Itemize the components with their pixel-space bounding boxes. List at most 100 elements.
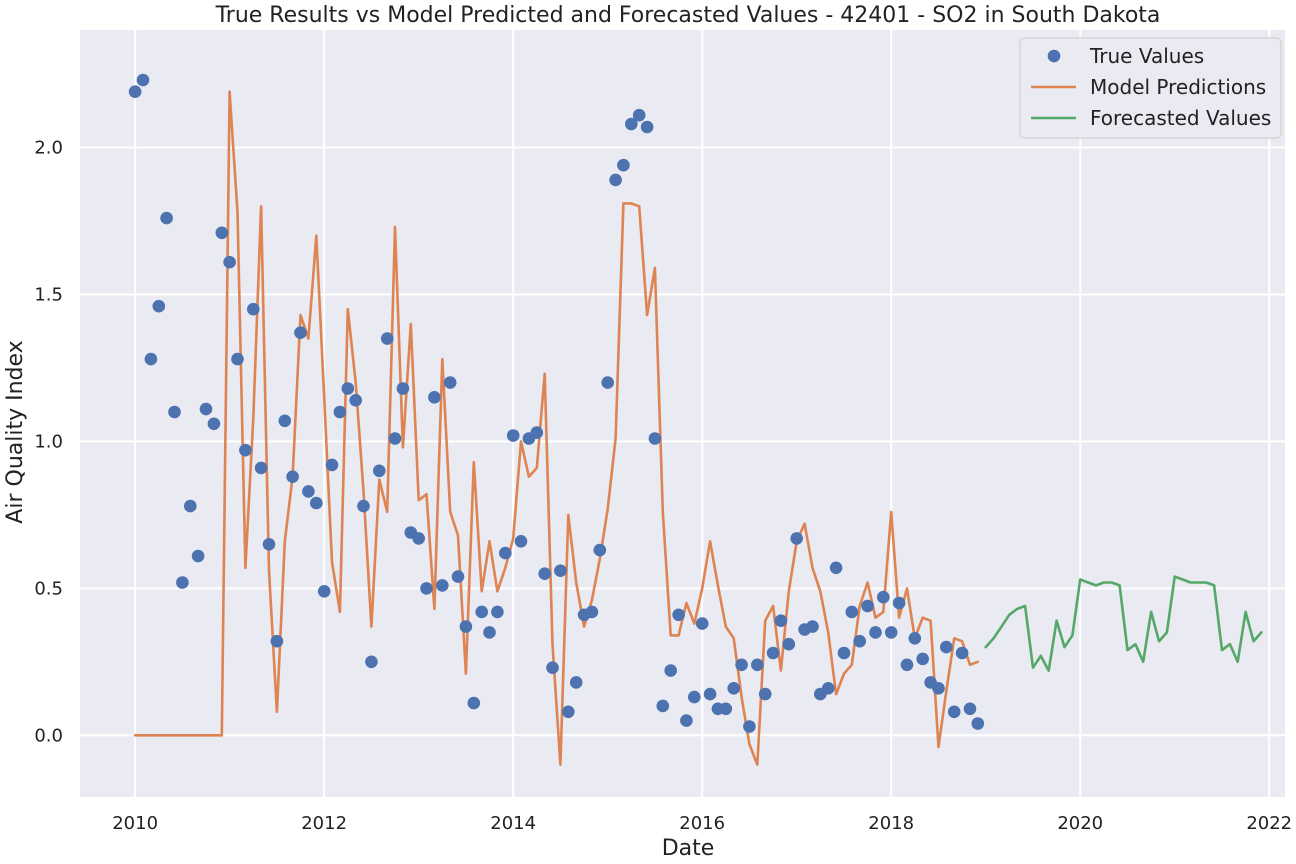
true-value-point [884,626,898,639]
true-value-point [262,538,276,551]
true-value-point [656,699,670,713]
plot-background [80,30,1285,797]
legend-label: Model Predictions [1090,75,1266,99]
true-value-point [310,496,323,510]
series-layer [128,73,1263,767]
true-value-point [940,640,953,654]
true-value-point [617,158,630,172]
y-axis-label: Air Quality Index [3,340,28,523]
true-value-point [223,255,236,269]
true-value-point [144,352,158,366]
true-value-point [380,332,394,345]
true-value-point [703,687,717,701]
legend: True Values Model Predictions Forecasted V… [1019,37,1282,139]
true-value-point [955,646,969,660]
true-value-point [829,561,843,575]
true-value-point [215,226,229,240]
true-value-point [483,626,496,639]
true-value-point [317,585,331,598]
true-value-point [231,352,244,366]
true-value-point [247,302,260,316]
true-value-point [845,605,859,619]
x-axis-ticks: 2010 2012 2014 2016 2018 2020 2022 [112,813,1292,834]
true-value-point [735,658,748,672]
true-value-point [837,646,851,660]
true-value-point [160,211,173,225]
true-value-point [892,596,906,610]
true-value-point [900,658,914,672]
true-value-point [349,394,363,407]
true-value-point [932,682,945,695]
true-value-point [278,414,292,428]
y-axis-ticks: 0.0 0.5 1.0 1.5 2.0 [34,138,63,747]
true-value-point [467,696,481,710]
true-value-point [766,646,780,660]
true-value-point [459,620,473,633]
true-value-point [947,705,961,719]
x-tick-label: 2020 [1057,813,1103,834]
true-value-point [420,582,433,595]
true-value-point [152,299,166,313]
true-value-point [664,664,677,677]
x-tick-label: 2012 [301,813,347,834]
true-value-point [184,499,197,513]
true-value-point [176,576,189,589]
true-value-point [436,579,449,592]
true-value-point [286,470,299,484]
true-value-point [554,564,567,577]
true-value-point [199,402,213,416]
true-value-point [302,485,315,498]
true-value-point [782,637,796,651]
legend-label: Forecasted Values [1090,106,1271,130]
true-value-point [491,605,504,619]
true-value-point [270,634,284,648]
true-value-point [861,599,874,613]
true-value-point [562,705,575,719]
y-tick-label: 2.0 [34,138,63,159]
true-value-point [869,626,882,639]
true-value-point [877,590,890,604]
true-value-point [514,535,528,548]
true-value-point [569,676,583,689]
true-value-point [357,499,370,513]
true-value-point [341,382,355,395]
true-value-point [239,443,252,457]
legend-label: True Values [1089,44,1204,68]
true-value-point [774,614,788,627]
x-tick-label: 2010 [112,813,158,834]
true-value-point [333,405,347,419]
true-value-point [908,632,922,645]
model-predictions-line [133,90,980,767]
true-value-point [428,391,441,404]
true-value-point [530,426,544,439]
true-value-point [916,652,929,666]
legend-box [1019,37,1282,139]
true-value-point [971,717,985,730]
x-tick-label: 2018 [868,813,914,834]
true-value-point [365,655,378,669]
legend-marker-true-values [1047,49,1061,63]
true-value-point [388,432,402,445]
x-tick-label: 2022 [1246,813,1292,834]
true-value-point [412,532,426,545]
grid [80,30,1285,797]
true-value-point [719,702,733,716]
chart-title: True Results vs Model Predicted and Fore… [215,3,1161,28]
true-value-point [475,605,489,619]
true-value-point [790,532,803,545]
forecasted-values-line [984,575,1263,672]
true-value-point [207,417,221,431]
true-value-point [727,682,740,695]
true-value-point [538,567,551,580]
true-value-point [254,461,268,475]
true-value-point [640,120,654,134]
true-value-point [585,605,599,619]
true-value-point [593,543,607,557]
true-value-point [821,682,835,695]
x-axis-label: Date [662,836,715,861]
true-value-point [294,326,307,340]
x-tick-label: 2014 [490,813,536,834]
true-value-point [609,173,622,187]
y-tick-label: 1.5 [34,284,63,305]
